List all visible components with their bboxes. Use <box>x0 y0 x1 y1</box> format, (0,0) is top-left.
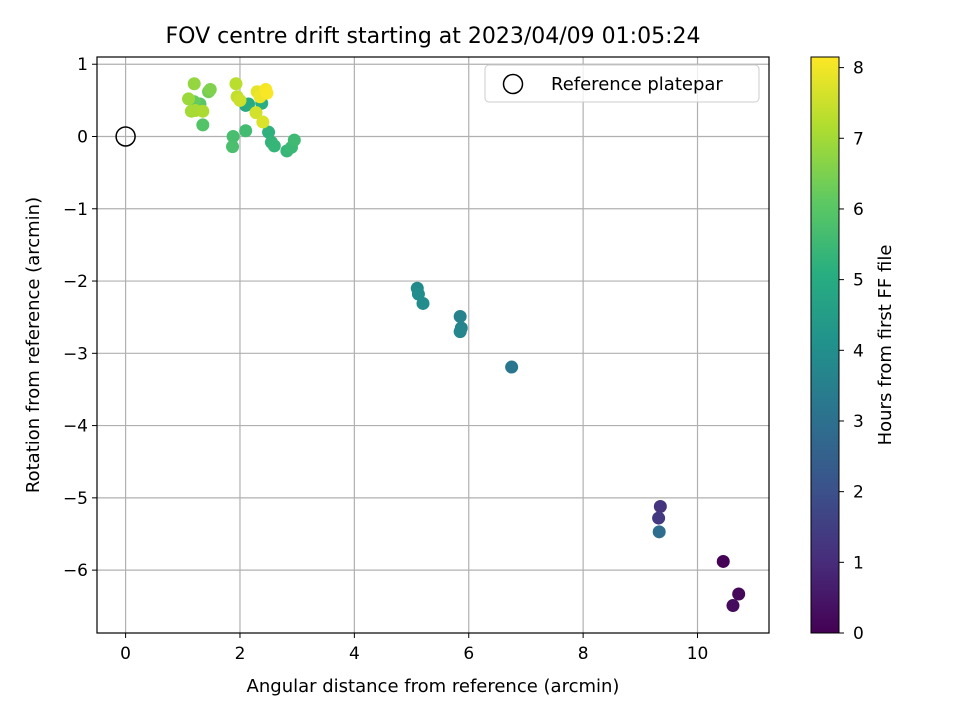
x-tick-label: 4 <box>349 644 360 664</box>
colorbar-tick-label: 4 <box>853 341 864 361</box>
data-point <box>260 86 274 100</box>
colorbar-tick-label: 1 <box>853 553 864 573</box>
data-point <box>416 296 430 310</box>
y-axis-label: Rotation from reference (arcmin) <box>23 197 44 493</box>
y-tick-label: −1 <box>63 200 88 220</box>
colorbar-ticks: 0 1 2 3 4 5 6 7 8 <box>839 59 864 644</box>
y-tick-label: 1 <box>77 55 88 75</box>
y-tick-label: −6 <box>63 561 88 581</box>
data-point <box>182 92 196 106</box>
y-axis-ticks: 1 0 −1 −2 −3 −4 −5 −6 <box>63 55 97 581</box>
colorbar-tick-label: 0 <box>853 624 864 644</box>
legend-marker-icon <box>502 73 524 95</box>
data-point <box>653 500 667 514</box>
colorbar <box>811 57 839 633</box>
data-point <box>239 124 253 138</box>
data-point <box>726 599 740 613</box>
colorbar-tick-label: 5 <box>853 271 864 291</box>
y-tick-label: −5 <box>63 489 88 509</box>
data-point <box>187 77 201 91</box>
x-axis-ticks: 0 2 4 6 8 10 <box>120 633 708 664</box>
data-point <box>453 325 467 339</box>
legend-box <box>484 64 760 103</box>
x-tick-label: 8 <box>578 644 589 664</box>
y-tick-label: 0 <box>77 127 88 147</box>
data-point <box>267 139 281 153</box>
grid-lines <box>97 57 769 633</box>
y-tick-label: −3 <box>63 344 88 364</box>
chart-title: FOV centre drift starting at 2023/04/09 … <box>166 24 701 49</box>
legend: Reference platepar <box>484 64 760 103</box>
data-point <box>203 83 217 97</box>
data-point <box>233 93 247 107</box>
colorbar-tick-label: 2 <box>853 483 864 503</box>
x-axis-label: Angular distance from reference (arcmin) <box>247 676 620 697</box>
colorbar-tick-label: 6 <box>853 200 864 220</box>
scatter-points <box>182 77 746 613</box>
data-point <box>505 360 519 374</box>
data-point <box>256 115 270 129</box>
colorbar-tick-label: 3 <box>853 412 864 432</box>
x-tick-label: 0 <box>120 644 131 664</box>
data-point <box>287 133 301 147</box>
data-point <box>453 309 467 323</box>
data-point <box>229 77 243 91</box>
data-point <box>196 104 210 118</box>
y-tick-label: −2 <box>63 272 88 292</box>
data-point <box>226 129 240 143</box>
colorbar-tick-label: 8 <box>853 59 864 79</box>
x-tick-label: 10 <box>687 644 709 664</box>
legend-label-reference-platepar: Reference platepar <box>551 74 723 95</box>
colorbar-label: Hours from first FF file <box>875 245 896 446</box>
data-point <box>196 118 210 132</box>
data-point <box>262 125 276 139</box>
data-point <box>652 525 666 539</box>
colorbar-frame <box>810 56 840 634</box>
data-point <box>716 554 730 568</box>
data-point <box>732 587 746 601</box>
y-tick-label: −4 <box>63 417 88 437</box>
plot-frame <box>96 56 770 634</box>
x-tick-label: 6 <box>463 644 474 664</box>
data-point <box>249 106 263 120</box>
data-point <box>226 140 240 154</box>
data-point <box>652 511 666 525</box>
x-tick-label: 2 <box>235 644 246 664</box>
colorbar-tick-label: 7 <box>853 129 864 149</box>
reference-platepar-marker <box>115 126 136 147</box>
